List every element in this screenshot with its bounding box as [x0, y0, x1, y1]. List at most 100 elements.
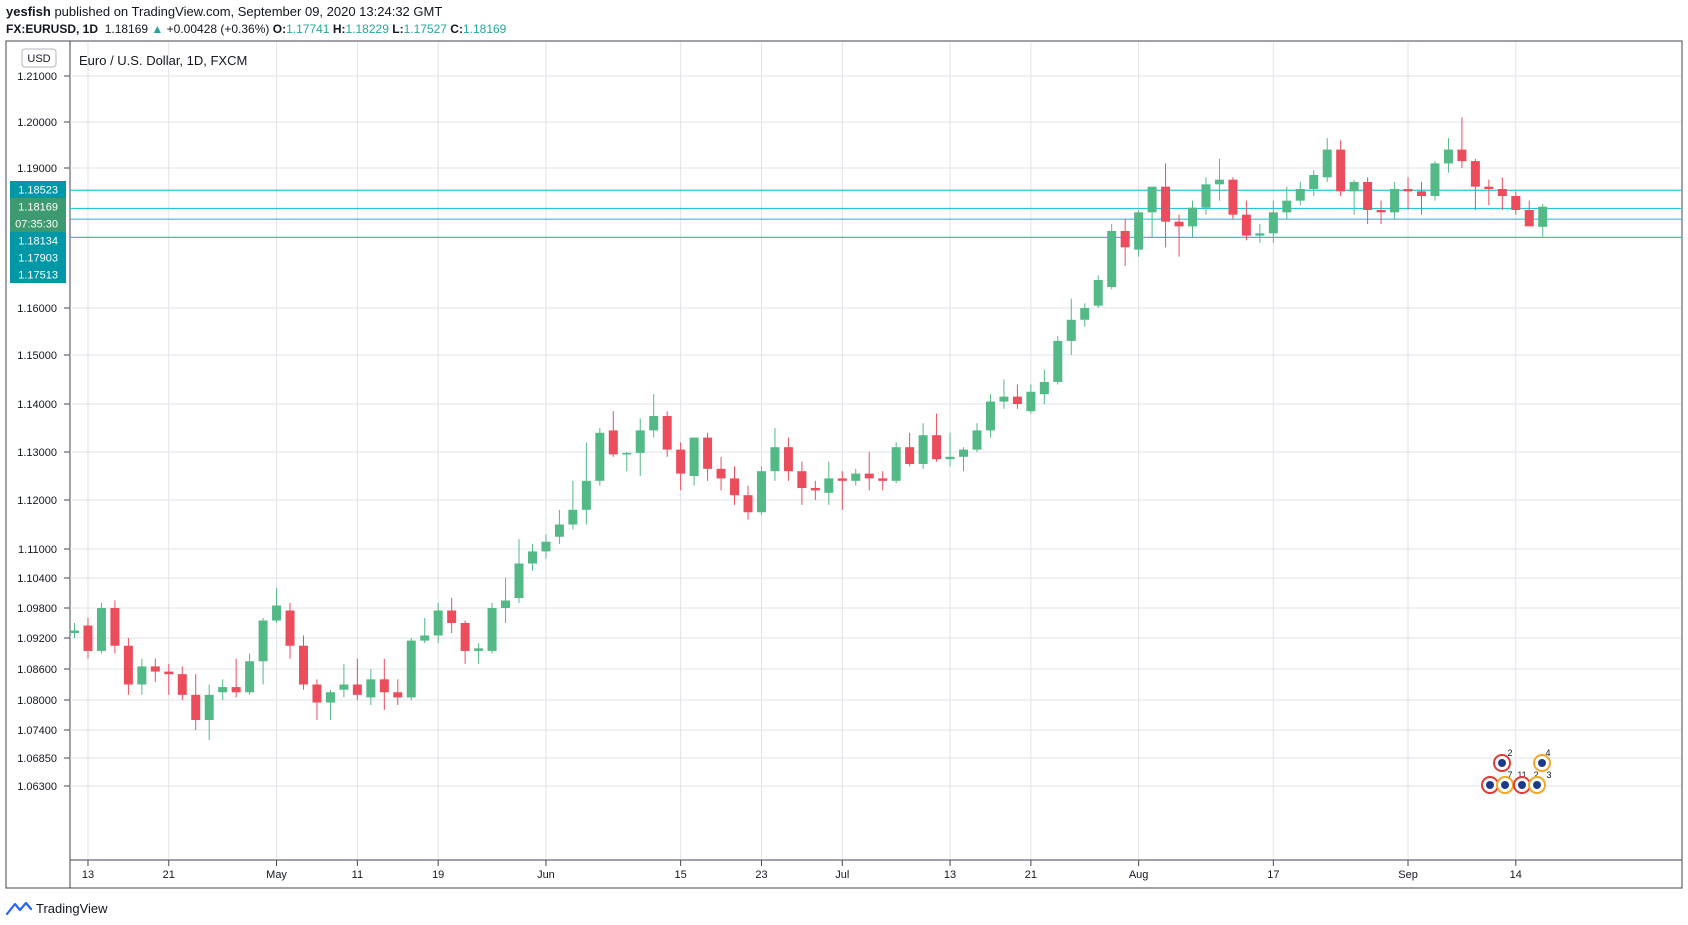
candle[interactable]	[837, 471, 847, 510]
candle[interactable]	[1107, 224, 1117, 290]
candle[interactable]	[608, 411, 618, 457]
candle[interactable]	[1322, 138, 1332, 182]
candle[interactable]	[1511, 191, 1521, 215]
candle[interactable]	[649, 394, 659, 438]
candle[interactable]	[1282, 186, 1292, 220]
candle[interactable]	[581, 442, 591, 525]
candle[interactable]	[1538, 203, 1548, 237]
candle[interactable]	[797, 461, 807, 505]
candle[interactable]	[716, 456, 726, 491]
economic-event-marker[interactable]: 2	[1493, 748, 1513, 772]
currency-box[interactable]	[21, 48, 57, 68]
candle[interactable]	[1053, 336, 1063, 385]
footer-brand[interactable]: TradingView	[6, 900, 108, 916]
candle[interactable]	[1295, 182, 1305, 206]
candle[interactable]	[137, 658, 147, 695]
candle[interactable]	[474, 643, 484, 664]
candle[interactable]	[676, 442, 686, 491]
candle[interactable]	[689, 437, 699, 486]
candle[interactable]	[783, 437, 793, 481]
candle[interactable]	[635, 418, 645, 476]
candle[interactable]	[204, 684, 214, 741]
candle[interactable]	[1484, 179, 1494, 206]
candle[interactable]	[272, 588, 282, 623]
candle[interactable]	[96, 603, 106, 654]
candle[interactable]	[770, 428, 780, 481]
candle[interactable]	[1080, 303, 1090, 327]
candle[interactable]	[1524, 200, 1534, 227]
candle[interactable]	[339, 663, 349, 698]
candle[interactable]	[285, 603, 295, 659]
candle[interactable]	[1241, 200, 1251, 241]
candle[interactable]	[123, 638, 133, 695]
candle[interactable]	[447, 598, 457, 633]
candle[interactable]	[312, 679, 322, 720]
candle[interactable]	[379, 658, 389, 710]
candle[interactable]	[1403, 177, 1413, 210]
candle[interactable]	[905, 432, 915, 467]
candle[interactable]	[298, 635, 308, 690]
candle[interactable]	[999, 379, 1009, 409]
candle[interactable]	[554, 509, 564, 545]
candle[interactable]	[595, 428, 605, 486]
economic-event-marker[interactable]: 4	[1533, 748, 1551, 772]
candle[interactable]	[851, 468, 861, 486]
candle[interactable]	[1268, 200, 1278, 243]
candle[interactable]	[433, 603, 443, 644]
candle[interactable]	[959, 447, 969, 472]
candle[interactable]	[985, 394, 995, 438]
candle[interactable]	[1376, 200, 1386, 224]
candle[interactable]	[891, 442, 901, 484]
candle[interactable]	[568, 480, 578, 530]
candle[interactable]	[1336, 140, 1346, 196]
candle[interactable]	[110, 600, 120, 654]
candle[interactable]	[325, 689, 335, 720]
candle[interactable]	[514, 539, 524, 603]
candle[interactable]	[703, 432, 713, 481]
candle[interactable]	[1470, 158, 1480, 210]
candle[interactable]	[1012, 384, 1022, 409]
candle[interactable]	[1093, 275, 1103, 308]
candle[interactable]	[541, 534, 551, 559]
candle[interactable]	[662, 411, 672, 457]
candle[interactable]	[1201, 177, 1211, 215]
candle[interactable]	[1228, 177, 1238, 220]
candle[interactable]	[730, 466, 740, 505]
candle[interactable]	[1120, 219, 1130, 266]
candle[interactable]	[83, 618, 93, 659]
candle[interactable]	[1417, 182, 1426, 215]
candle[interactable]	[1039, 369, 1049, 404]
candle[interactable]	[918, 423, 928, 469]
candle[interactable]	[878, 471, 888, 491]
candle[interactable]	[487, 603, 497, 654]
candles[interactable]	[70, 117, 1548, 741]
candle[interactable]	[527, 544, 537, 571]
candle[interactable]	[756, 466, 766, 515]
candle[interactable]	[1066, 298, 1076, 355]
candle[interactable]	[420, 618, 430, 644]
publisher-name[interactable]: yesfish	[6, 4, 51, 19]
candle[interactable]	[393, 679, 403, 705]
candle[interactable]	[245, 653, 255, 695]
candle[interactable]	[1134, 210, 1144, 257]
candle[interactable]	[1147, 186, 1157, 238]
candle[interactable]	[972, 423, 982, 452]
candle[interactable]	[191, 674, 201, 730]
candle[interactable]	[1174, 214, 1184, 257]
candle[interactable]	[622, 452, 632, 472]
candle[interactable]	[218, 679, 228, 700]
candle[interactable]	[1309, 170, 1319, 196]
candle[interactable]	[810, 480, 820, 500]
candle[interactable]	[1443, 138, 1453, 173]
candle[interactable]	[406, 638, 416, 700]
candle[interactable]	[366, 669, 376, 705]
candle[interactable]	[1390, 182, 1400, 220]
candle[interactable]	[1457, 117, 1467, 168]
candle[interactable]	[824, 461, 834, 505]
candle[interactable]	[177, 666, 187, 700]
candle[interactable]	[1430, 161, 1440, 201]
candle[interactable]	[1349, 179, 1359, 215]
candle[interactable]	[1363, 177, 1373, 224]
candle[interactable]	[1255, 224, 1265, 243]
candle[interactable]	[70, 623, 79, 638]
